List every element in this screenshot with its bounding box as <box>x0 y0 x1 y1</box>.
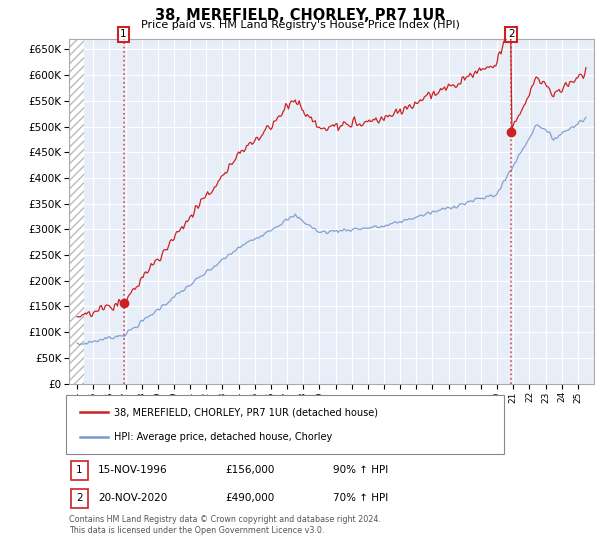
Text: 15-NOV-1996: 15-NOV-1996 <box>98 465 167 475</box>
Text: Contains HM Land Registry data © Crown copyright and database right 2024.
This d: Contains HM Land Registry data © Crown c… <box>69 515 381 535</box>
Text: 2: 2 <box>508 29 515 39</box>
Text: Price paid vs. HM Land Registry's House Price Index (HPI): Price paid vs. HM Land Registry's House … <box>140 20 460 30</box>
Text: HPI: Average price, detached house, Chorley: HPI: Average price, detached house, Chor… <box>114 432 332 442</box>
Text: 70% ↑ HPI: 70% ↑ HPI <box>333 493 388 503</box>
Text: £490,000: £490,000 <box>225 493 274 503</box>
Text: £156,000: £156,000 <box>225 465 274 475</box>
Text: 38, MEREFIELD, CHORLEY, PR7 1UR (detached house): 38, MEREFIELD, CHORLEY, PR7 1UR (detache… <box>114 408 378 418</box>
Bar <box>69 39 84 384</box>
Text: 1: 1 <box>76 465 83 475</box>
Text: 90% ↑ HPI: 90% ↑ HPI <box>333 465 388 475</box>
Text: 38, MEREFIELD, CHORLEY, PR7 1UR: 38, MEREFIELD, CHORLEY, PR7 1UR <box>155 8 445 24</box>
Text: 1: 1 <box>120 29 127 39</box>
Text: 20-NOV-2020: 20-NOV-2020 <box>98 493 167 503</box>
Text: 2: 2 <box>76 493 83 503</box>
Bar <box>69 39 84 384</box>
